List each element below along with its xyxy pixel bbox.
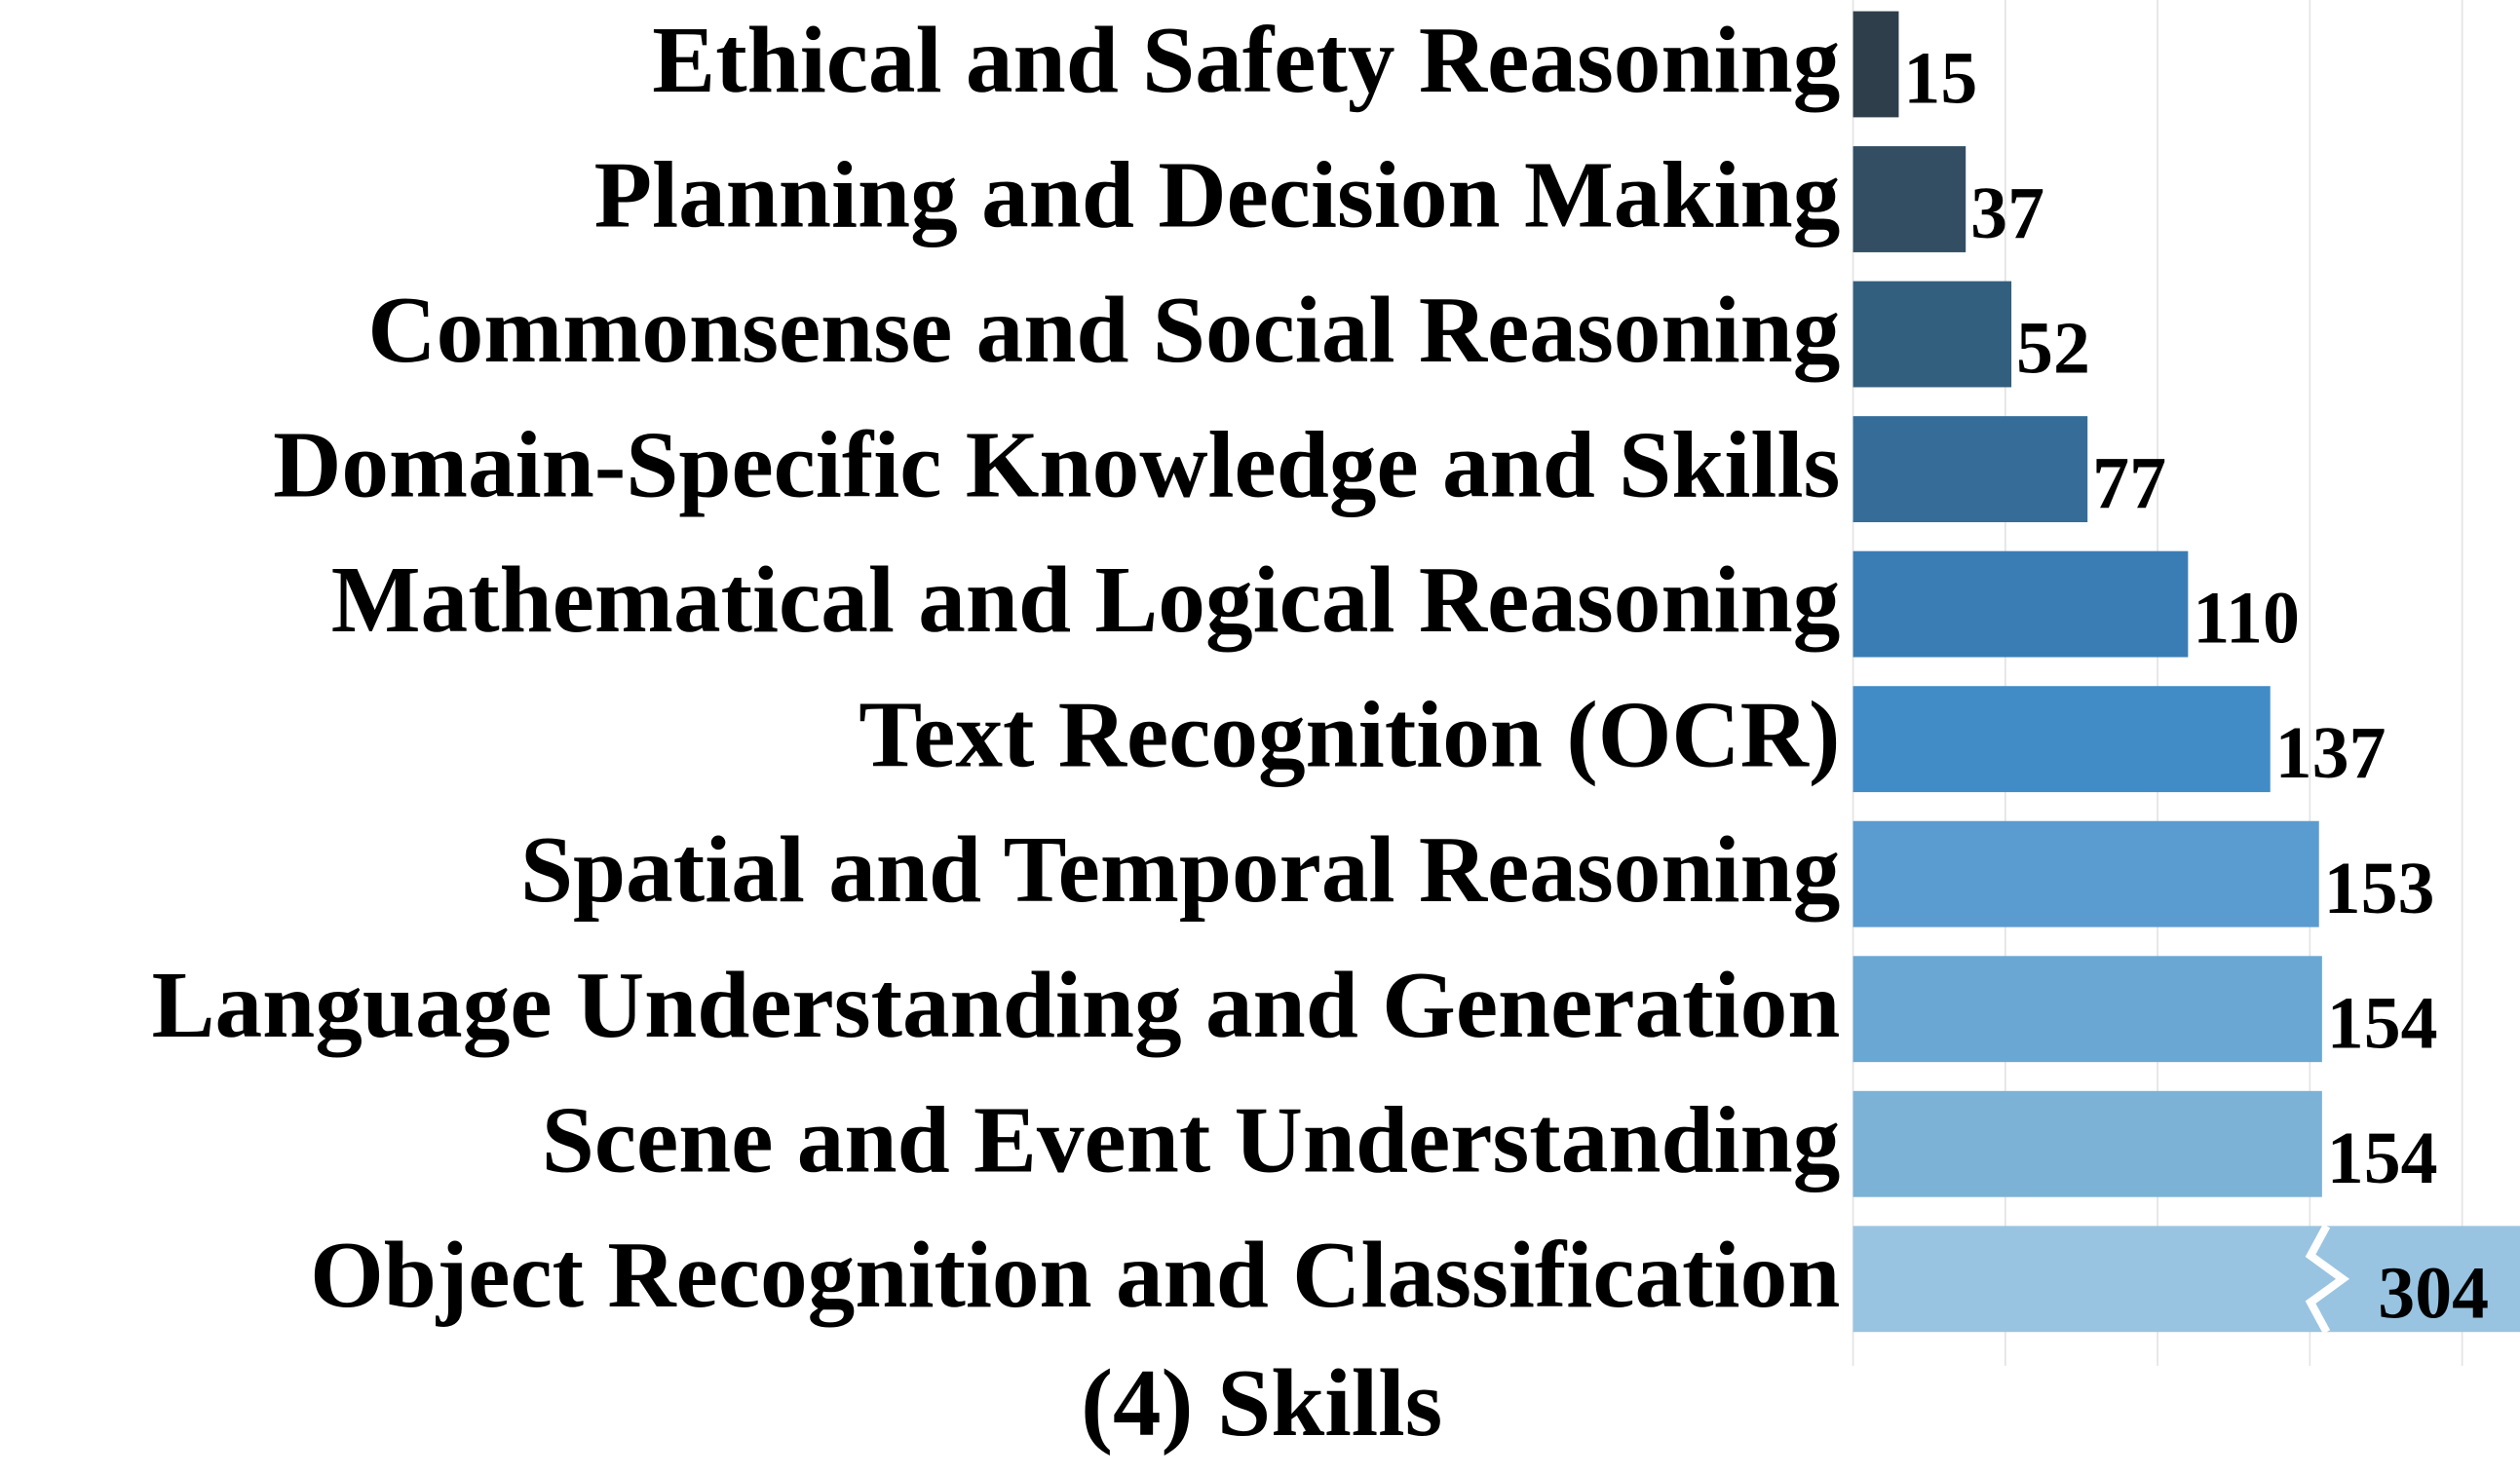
y-tick-label: Planning and Decision Making (594, 143, 1841, 248)
bar (1852, 281, 2012, 388)
bar (1852, 686, 2271, 793)
bars (1852, 11, 2520, 1333)
bar (1852, 11, 1899, 118)
value-label: 37 (1970, 172, 2044, 254)
value-label: 77 (2092, 442, 2166, 524)
value-label: 154 (2327, 982, 2438, 1064)
value-label: 110 (2193, 578, 2300, 660)
y-tick-label: Spatial and Temporal Reasoning (520, 817, 1840, 923)
value-label: 153 (2324, 848, 2435, 929)
value-label: 15 (1903, 38, 1977, 120)
y-tick-label: Mathematical and Logical Reasoning (331, 548, 1841, 653)
y-tick-label: Commonsense and Social Reasoning (367, 278, 1840, 383)
bar (1852, 416, 2088, 523)
y-tick-label: Ethical and Safety Reasoning (652, 8, 1840, 113)
bar (1852, 1090, 2322, 1197)
value-label: 137 (2275, 712, 2386, 794)
bar (1852, 956, 2322, 1063)
y-tick-label: Text Recognition (OCR) (859, 683, 1840, 788)
bar (1852, 820, 2319, 927)
y-tick-label: Domain-Specific Knowledge and Skills (273, 413, 1840, 518)
axis-break (2305, 1224, 2350, 1335)
value-label: 52 (2016, 308, 2090, 390)
y-tick-label: Scene and Event Understanding (542, 1087, 1841, 1192)
y-tick-label: Object Recognition and Classification (310, 1223, 1840, 1328)
y-tick-label: Language Understanding and Generation (152, 953, 1841, 1058)
value-label: 154 (2327, 1117, 2438, 1199)
bar (1852, 550, 2189, 658)
labels: Ethical and Safety Reasoning 15 Planning a… (152, 8, 2489, 1334)
value-label: 304 (2378, 1252, 2489, 1334)
x-axis-label: (4) Skills (1081, 1350, 1442, 1456)
bar (1852, 1226, 2520, 1333)
bar (1852, 146, 1966, 252)
